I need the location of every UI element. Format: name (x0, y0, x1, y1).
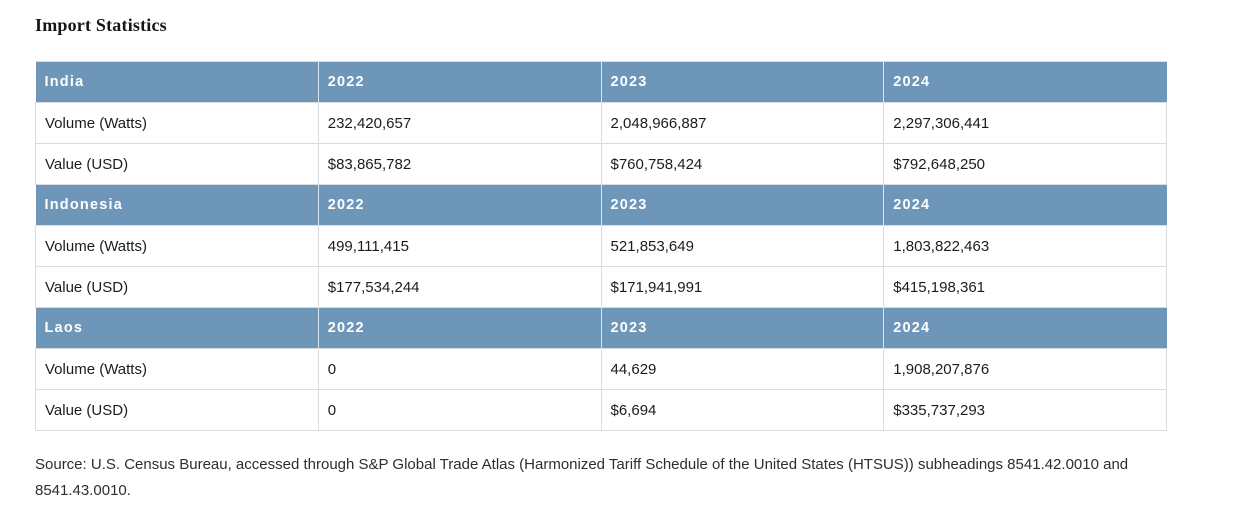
row-label: Volume (Watts) (35, 348, 319, 390)
section-header-india: India 2022 2023 2024 (35, 61, 1167, 103)
row-label: Value (USD) (35, 143, 319, 185)
section-name: India (35, 61, 319, 103)
import-statistics-table: India 2022 2023 2024 Volume (Watts) 232,… (35, 61, 1167, 431)
cell-value: $171,941,991 (600, 266, 885, 308)
table-row: Volume (Watts) 499,111,415 521,853,649 1… (35, 225, 1167, 267)
year-header: 2023 (600, 61, 884, 103)
cell-value: $83,865,782 (317, 143, 602, 185)
cell-value: $760,758,424 (600, 143, 885, 185)
table-row: Volume (Watts) 0 44,629 1,908,207,876 (35, 348, 1167, 390)
cell-value: 2,048,966,887 (600, 102, 885, 144)
year-header: 2024 (883, 184, 1167, 226)
cell-value: 0 (317, 348, 602, 390)
row-label: Value (USD) (35, 389, 319, 431)
section-header-indonesia: Indonesia 2022 2023 2024 (35, 184, 1167, 226)
year-header: 2022 (317, 307, 601, 349)
section-header-laos: Laos 2022 2023 2024 (35, 307, 1167, 349)
cell-value: 521,853,649 (600, 225, 885, 267)
table-row: Value (USD) 0 $6,694 $335,737,293 (35, 389, 1167, 431)
cell-value: 232,420,657 (317, 102, 602, 144)
cell-value: 2,297,306,441 (883, 102, 1167, 144)
cell-value: $177,534,244 (317, 266, 602, 308)
table-row: Volume (Watts) 232,420,657 2,048,966,887… (35, 102, 1167, 144)
year-header: 2022 (317, 184, 601, 226)
section-name: Indonesia (35, 184, 319, 226)
row-label: Value (USD) (35, 266, 319, 308)
page-title: Import Statistics (35, 15, 167, 35)
year-header: 2024 (883, 307, 1167, 349)
table-row: Value (USD) $177,534,244 $171,941,991 $4… (35, 266, 1167, 308)
year-header: 2022 (317, 61, 601, 103)
section-name: Laos (35, 307, 319, 349)
table-row: Value (USD) $83,865,782 $760,758,424 $79… (35, 143, 1167, 185)
source-note: Source: U.S. Census Bureau, accessed thr… (35, 456, 1129, 499)
cell-value: 44,629 (600, 348, 885, 390)
cell-value: $792,648,250 (883, 143, 1167, 185)
year-header: 2024 (883, 61, 1167, 103)
row-label: Volume (Watts) (35, 102, 319, 144)
cell-value: 1,803,822,463 (883, 225, 1167, 267)
cell-value: $6,694 (600, 389, 885, 431)
cell-value: $415,198,361 (883, 266, 1167, 308)
year-header: 2023 (600, 184, 884, 226)
row-label: Volume (Watts) (35, 225, 319, 267)
cell-value: 499,111,415 (317, 225, 602, 267)
cell-value: $335,737,293 (883, 389, 1167, 431)
year-header: 2023 (600, 307, 884, 349)
cell-value: 1,908,207,876 (883, 348, 1167, 390)
cell-value: 0 (317, 389, 602, 431)
